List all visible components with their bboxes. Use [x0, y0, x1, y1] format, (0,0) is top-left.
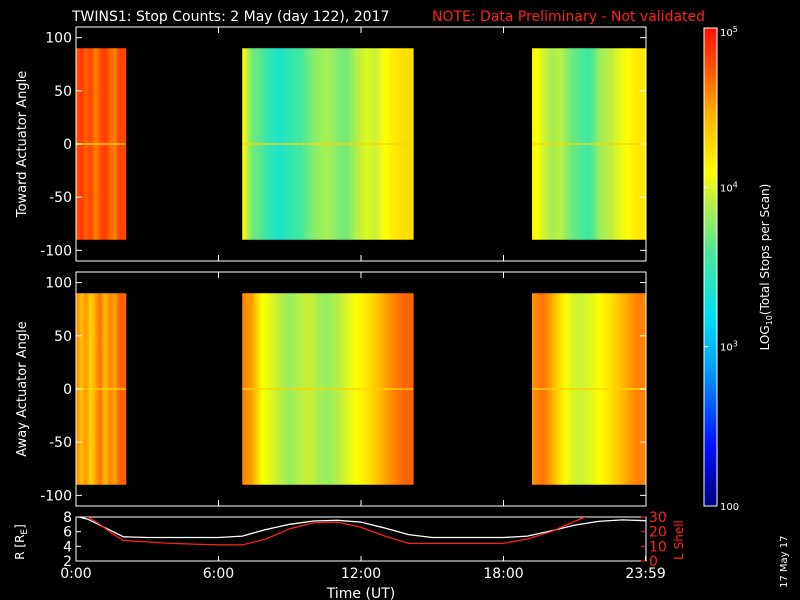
figure-title: TWINS1: Stop Counts: 2 May (day 122), 20… [71, 9, 389, 25]
orbit-lines [76, 517, 646, 546]
time-tick-label: 18:00 [483, 566, 523, 582]
colorbar-tick-exponent: 4 [733, 180, 738, 189]
lshell-tick-label: 30 [649, 510, 667, 526]
r-tick-label: 2 [63, 554, 72, 570]
colorbar-tick-exponent: 3 [733, 340, 738, 349]
away-y-ticks: -100 -50 0 50 100 [40, 272, 647, 506]
toward-y-ticks: -100 -50 0 50 100 [40, 27, 647, 261]
colorbar-tick-label: 105 [720, 25, 738, 39]
y-tick-label: -100 [40, 488, 72, 504]
colorbar-tick-label: 104 [720, 180, 738, 194]
lshell-tick-label: 20 [649, 525, 667, 541]
y-tick-label: 0 [63, 382, 72, 398]
toward-y-axis-label: Toward Actuator Angle [15, 71, 30, 218]
away-angle-panel: -100 -50 0 50 100 Away Actuator Angle [15, 271, 647, 507]
y-tick-label: 50 [54, 84, 72, 100]
lshell-tick-label: 10 [649, 539, 667, 555]
toward-heatmap [76, 27, 647, 261]
r-tick-label: 8 [63, 510, 72, 526]
away-y-axis-label: Away Actuator Angle [15, 321, 30, 456]
toward-angle-panel: -100 -50 0 50 100 Toward Actuator Angle [15, 26, 647, 262]
colorbar-tick-exponent: 5 [733, 25, 738, 34]
r-tick-label: 4 [63, 539, 72, 555]
lshell-axis-label: L Shell [672, 520, 686, 560]
time-tick-label: 12:00 [341, 566, 381, 582]
r-distance-line [76, 517, 646, 539]
y-tick-label: 0 [63, 137, 72, 153]
orbit-panel-frame [75, 516, 647, 562]
data-preliminary-note: NOTE: Data Preliminary - Not validated [432, 9, 705, 25]
y-tick-label: 100 [45, 31, 72, 47]
lshell-tick-label: 0 [649, 554, 658, 570]
log-colorbar: 100 103 104 105 LOG10(Total Stops per Scan) [703, 25, 774, 513]
y-tick-label: -50 [49, 435, 72, 451]
y-tick-label: -50 [49, 190, 72, 206]
lshell-line [85, 517, 587, 546]
y-tick-label: 100 [45, 276, 72, 292]
time-tick-label: 6:00 [203, 566, 234, 582]
time-axis-label: Time (UT) [326, 586, 395, 600]
y-tick-label: -100 [40, 243, 72, 259]
r-tick-label: 6 [63, 525, 72, 541]
generation-date-stamp: 17 May 17 [779, 536, 790, 588]
colorbar-scale [703, 27, 718, 507]
colorbar-tick-label: 103 [720, 340, 738, 354]
r-axis-label: R [RE] [13, 524, 30, 560]
time-tick-label: 23:59 [625, 566, 665, 582]
colorbar-tick-label: 100 [720, 502, 739, 513]
colorbar-label: LOG10(Total Stops per Scan) [758, 184, 774, 351]
y-tick-label: 50 [54, 329, 72, 345]
time-tick-label: 0:00 [60, 566, 91, 582]
away-heatmap [76, 272, 647, 506]
